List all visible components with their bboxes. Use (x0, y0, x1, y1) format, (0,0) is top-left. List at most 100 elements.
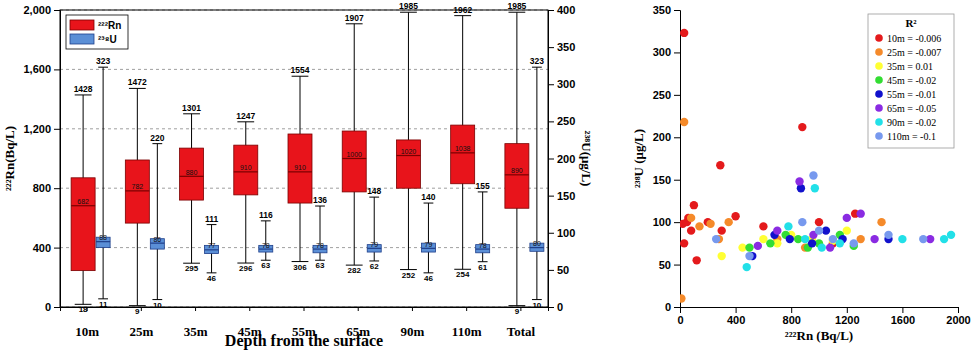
data-label: 1554 (291, 65, 310, 75)
data-label: 62 (370, 262, 379, 271)
point (857, 209, 865, 217)
point-series (743, 184, 956, 271)
data-label: 11 (99, 300, 108, 309)
tick-mark (54, 248, 60, 249)
box (125, 160, 149, 223)
point (801, 235, 809, 243)
point (898, 235, 906, 243)
tick-label: 400 (33, 242, 51, 254)
data-label: 79 (370, 241, 378, 248)
point (829, 235, 837, 243)
data-label: 88 (99, 234, 107, 241)
x-axis-title: Depth from the surface (225, 332, 383, 350)
legend-marker (875, 34, 883, 42)
data-label: 116 (259, 210, 273, 220)
legend-entry: 65m = -0.05 (875, 103, 936, 114)
data-label: 910 (240, 164, 252, 171)
tick-mark (249, 307, 250, 311)
tick: 400 (727, 307, 745, 326)
point (826, 243, 834, 251)
box (180, 148, 204, 200)
tick-mark (674, 180, 680, 181)
whisker-cap (292, 76, 309, 77)
point (843, 226, 851, 234)
box (342, 131, 366, 192)
point (759, 222, 767, 230)
point (687, 226, 695, 234)
data-label: 9 (515, 307, 520, 316)
data-label: 61 (478, 263, 487, 272)
tick-label: 35m (184, 324, 208, 339)
legend-title: R² (905, 17, 917, 29)
tick-mark (674, 52, 680, 53)
point (766, 239, 774, 247)
point (857, 235, 865, 243)
legend-entry: ²³⁸U (70, 34, 117, 45)
tick: 1,600 (23, 63, 60, 75)
whisker-cap (183, 113, 200, 114)
data-label: 46 (424, 274, 433, 283)
point (919, 235, 927, 243)
data-label: 140 (421, 192, 435, 202)
tick-label: 100 (653, 216, 671, 228)
tick-mark (54, 69, 60, 70)
legend-label: 55m = -0.01 (887, 89, 936, 100)
tick-mark (548, 47, 554, 48)
legend-frame (868, 14, 954, 148)
point (718, 226, 726, 234)
grid-line (60, 247, 548, 248)
tick-mark (674, 10, 680, 11)
point (786, 235, 794, 243)
x-axis-line (61, 308, 549, 312)
legend-marker (875, 62, 883, 70)
median (451, 152, 475, 153)
box (505, 144, 529, 209)
data-label: 136 (313, 195, 327, 205)
tick-label: 300 (653, 46, 671, 58)
point (798, 123, 806, 131)
whisker-cap (75, 94, 92, 95)
point (754, 242, 762, 250)
legend-label: ²³⁸U (98, 34, 117, 45)
tick-label: 100 (557, 227, 575, 239)
data-label: 295 (185, 264, 199, 273)
median (125, 190, 149, 191)
y-axis-title: ²³⁸U (μg/L) (631, 129, 646, 188)
tick: 800 (33, 182, 60, 194)
tick-label: 400 (557, 4, 575, 16)
whisker (536, 67, 537, 299)
data-label: 80 (533, 240, 541, 247)
data-label: 296 (239, 264, 253, 273)
legend-frame (66, 15, 128, 49)
tick-mark (847, 307, 848, 313)
tick-label: Total (507, 324, 536, 339)
point (690, 201, 698, 209)
data-label: 79 (425, 241, 433, 248)
whisker-cap (369, 197, 379, 198)
median (342, 158, 366, 159)
data-label: 252 (402, 271, 416, 280)
tick-label: 2000 (946, 314, 970, 326)
median (150, 243, 164, 244)
point (712, 235, 720, 243)
legend-entry: 110m = -0.1 (875, 131, 936, 142)
whisker-cap (532, 67, 542, 68)
data-label: 682 (77, 198, 89, 205)
whisker-cap (454, 15, 471, 16)
point (680, 118, 688, 126)
tick-mark (736, 307, 737, 313)
legend-label: 25m = -0.007 (887, 47, 941, 58)
tick-mark (548, 121, 554, 122)
tick-label: 110m (452, 324, 482, 339)
tick-mark (548, 159, 554, 160)
y-axis-line (54, 11, 61, 308)
tick-mark (141, 307, 142, 311)
tick: 25m (129, 307, 153, 339)
tick: 1,200 (23, 123, 60, 135)
point (870, 235, 878, 243)
legend-marker (875, 48, 883, 56)
median (96, 241, 110, 242)
tick: 1600 (891, 307, 915, 326)
tick-label: 800 (33, 182, 51, 194)
tick-mark (304, 307, 305, 311)
